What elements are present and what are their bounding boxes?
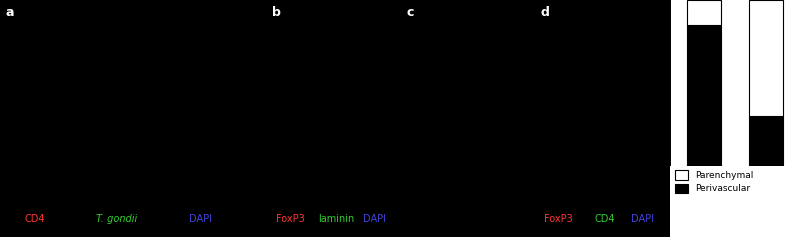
Bar	[687, 0, 722, 25]
Text: c: c	[406, 6, 414, 19]
Text: DAPI: DAPI	[190, 214, 213, 224]
Text: CD4: CD4	[594, 214, 614, 224]
Legend: Parenchymal, Perivascular: Parenchymal, Perivascular	[674, 170, 754, 193]
Text: d: d	[540, 6, 549, 19]
Text: CD4: CD4	[24, 214, 45, 224]
Text: a: a	[6, 6, 14, 19]
Text: FoxP3: FoxP3	[544, 214, 573, 224]
Text: DAPI: DAPI	[631, 214, 654, 224]
Bar	[749, 0, 783, 116]
Bar	[687, 25, 722, 166]
Text: FoxP3: FoxP3	[276, 214, 305, 224]
Y-axis label: Percentage: Percentage	[634, 55, 645, 110]
Text: DAPI: DAPI	[363, 214, 386, 224]
Text: laminin: laminin	[318, 214, 354, 224]
Text: b: b	[272, 6, 281, 19]
Text: T. gondii: T. gondii	[96, 214, 137, 224]
Bar	[749, 116, 783, 166]
